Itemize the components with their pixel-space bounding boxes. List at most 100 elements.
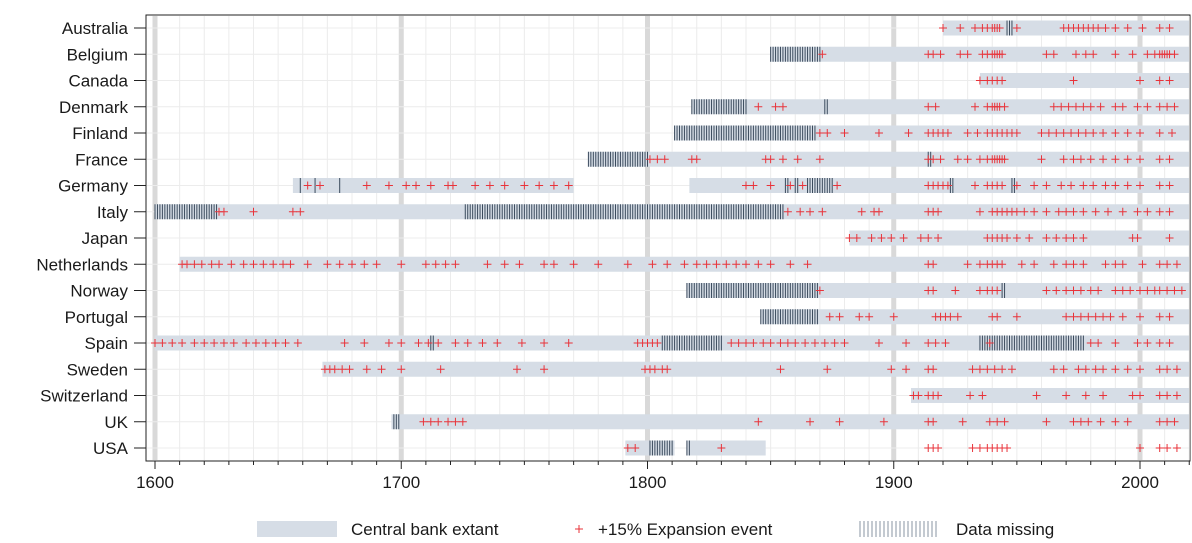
expansion-event: [1094, 24, 1103, 32]
expansion-event: [840, 129, 849, 137]
expansion-event: [540, 365, 549, 374]
country-label: Switzerland: [40, 387, 128, 406]
expansion-event: [483, 260, 492, 269]
expansion-event: [451, 260, 460, 269]
expansion-event: [971, 102, 980, 111]
x-tick-label: 1600: [136, 473, 174, 492]
expansion-event: [833, 181, 842, 190]
expansion-event: [535, 181, 544, 190]
expansion-event: [426, 417, 435, 426]
expansion-event: [1111, 260, 1120, 269]
x-tick-label: 1900: [875, 473, 913, 492]
expansion-event: [1054, 207, 1063, 216]
expansion-event: [200, 339, 209, 347]
expansion-event: [1123, 129, 1132, 137]
expansion-event: [1118, 286, 1127, 295]
expansion-event: [1074, 365, 1083, 374]
extant-bar: [588, 151, 1189, 167]
expansion-event: [564, 339, 573, 347]
expansion-event: [1030, 260, 1039, 269]
expansion-event: [998, 181, 1007, 190]
expansion-event: [397, 365, 406, 374]
expansion-event: [1017, 260, 1026, 269]
x-tick-label: 1800: [629, 473, 667, 492]
expansion-event: [1069, 234, 1078, 242]
missing-data-marks: [154, 20, 1084, 456]
expansion-event: [330, 365, 339, 374]
expansion-event: [796, 207, 805, 216]
expansion-event: [975, 365, 984, 374]
expansion-event: [183, 260, 192, 269]
expansion-event: [963, 129, 972, 137]
expansion-event: [941, 339, 950, 347]
expansion-event: [448, 181, 457, 190]
expansion-event: [549, 181, 558, 190]
expansion-event: [929, 50, 938, 59]
expansion-event: [1069, 286, 1078, 295]
country-label: Netherlands: [36, 255, 128, 274]
expansion-event: [1155, 391, 1164, 400]
expansion-event: [360, 339, 369, 347]
expansion-event: [1136, 391, 1144, 400]
expansion-event: [978, 391, 987, 400]
extant-bar: [686, 440, 766, 456]
expansion-event: [1111, 155, 1120, 164]
expansion-event: [1136, 155, 1144, 164]
expansion-event: [874, 339, 883, 347]
expansion-event: [564, 181, 573, 190]
expansion-event: [692, 260, 701, 269]
expansion-event: [660, 155, 669, 164]
expansion-event: [1007, 365, 1016, 374]
expansion-event: [463, 339, 472, 347]
expansion-event: [1062, 391, 1071, 400]
expansion-event: [971, 181, 980, 190]
x-tick-label: 1700: [382, 473, 420, 492]
expansion-event: [1081, 129, 1090, 137]
expansion-event: [512, 365, 521, 374]
expansion-event: [801, 339, 810, 347]
country-label: Portugal: [65, 308, 128, 327]
expansion-event: [929, 155, 938, 164]
expansion-event: [1094, 286, 1103, 295]
expansion-event: [815, 155, 824, 164]
expansion-event: [1143, 102, 1152, 111]
expansion-event: [793, 155, 802, 164]
expansion-event: [623, 444, 632, 452]
expansion-event: [1123, 417, 1132, 426]
expansion-event: [823, 365, 832, 374]
expansion-event: [968, 444, 977, 452]
expansion-event: [1118, 312, 1127, 321]
expansion-event: [993, 312, 1002, 321]
expansion-event: [1155, 365, 1164, 374]
expansion-event: [1076, 417, 1085, 426]
expansion-event: [229, 339, 238, 347]
expansion-event: [1086, 155, 1095, 164]
expansion-event: [963, 260, 972, 269]
country-label: Spain: [85, 334, 128, 353]
expansion-event: [852, 234, 861, 242]
expansion-event: [1086, 102, 1095, 111]
expansion-event: [594, 260, 603, 269]
expansion-event: [426, 181, 435, 190]
expansion-event: [296, 207, 305, 216]
expansion-event: [1172, 260, 1181, 269]
expansion-event: [1091, 207, 1100, 216]
expansion-event: [1165, 181, 1174, 190]
expansion-event: [973, 129, 982, 137]
expansion-event: [242, 339, 251, 347]
expansion-event: [1042, 50, 1051, 59]
expansion-event: [259, 260, 268, 269]
expansion-event: [493, 339, 502, 347]
expansion-event: [1052, 286, 1061, 295]
expansion-event: [1111, 417, 1120, 426]
expansion-event: [303, 260, 312, 269]
expansion-event: [993, 417, 1002, 426]
expansion-event: [931, 102, 940, 111]
expansion-event: [1042, 207, 1051, 216]
expansion-event: [261, 339, 270, 347]
expansion-event: [645, 155, 654, 164]
expansion-event: [1172, 391, 1181, 400]
expansion-event: [924, 339, 933, 347]
expansion-event: [815, 286, 824, 295]
expansion-event: [1133, 102, 1142, 111]
